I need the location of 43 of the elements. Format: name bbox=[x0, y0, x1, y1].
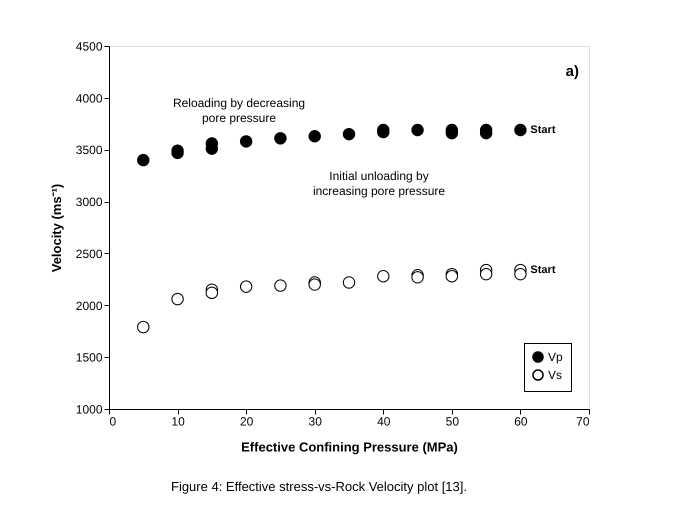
point bbox=[377, 270, 390, 282]
point bbox=[274, 132, 287, 144]
y-tick-label: 1500 bbox=[76, 350, 103, 365]
legend-label: Vs bbox=[548, 368, 562, 382]
point bbox=[480, 268, 492, 280]
point bbox=[137, 154, 150, 166]
annotation: Initial unloading by increasing pore pressure bbox=[312, 169, 446, 198]
y-tick-label: 4500 bbox=[76, 40, 103, 54]
point bbox=[514, 268, 527, 280]
point bbox=[240, 280, 252, 293]
x-tick-label: 10 bbox=[171, 414, 186, 428]
point bbox=[446, 270, 458, 282]
caption: Figure 4: Effective stress-vs-Rock Velocity plot [13]. bbox=[171, 479, 467, 494]
x-tick-label: 60 bbox=[514, 414, 528, 428]
y-tick-label: 1000 bbox=[76, 402, 103, 416]
x-axis-title: Effective Confining Pressure (MPa) bbox=[241, 440, 458, 454]
point bbox=[137, 320, 150, 334]
x-tick-label: 20 bbox=[240, 414, 254, 428]
x-tick-label: 70 bbox=[576, 414, 590, 428]
point bbox=[240, 135, 252, 148]
y-tick-label: 4000 bbox=[76, 91, 103, 106]
point bbox=[411, 124, 424, 136]
point bbox=[274, 279, 287, 292]
y-tick-label: 3000 bbox=[76, 195, 103, 210]
point bbox=[206, 286, 218, 300]
annotation: Reloading by decreasing pore pressure bbox=[172, 96, 306, 125]
point bbox=[342, 276, 356, 289]
annotation: Start bbox=[530, 124, 556, 136]
legend-label: Vp bbox=[548, 350, 564, 364]
y-tick-label: 2000 bbox=[76, 298, 103, 313]
x-tick-label: 30 bbox=[308, 414, 322, 428]
x-tick-label: 40 bbox=[377, 414, 391, 428]
point bbox=[342, 128, 356, 140]
point bbox=[171, 292, 184, 306]
point bbox=[308, 130, 321, 142]
x-tick-label: 50 bbox=[446, 414, 460, 428]
x-tick-label: 0 bbox=[110, 414, 116, 428]
annotation: Start bbox=[530, 264, 556, 276]
y-axis-title: Velocity (ms⁻¹) bbox=[48, 184, 64, 272]
y-tick-label: 2500 bbox=[76, 246, 103, 261]
y-tick-label: 3500 bbox=[76, 143, 103, 158]
annotation: a) bbox=[566, 63, 579, 80]
point bbox=[514, 124, 527, 136]
